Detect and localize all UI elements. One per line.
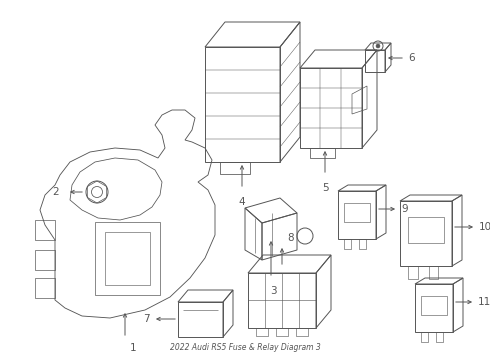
Bar	[408, 217, 444, 243]
Bar	[296, 328, 308, 336]
Text: 3: 3	[270, 286, 276, 296]
Bar	[421, 332, 428, 342]
Bar	[408, 266, 417, 279]
Bar	[429, 266, 439, 279]
Bar	[256, 328, 268, 336]
Text: 9: 9	[401, 204, 408, 214]
Text: 2022 Audi RS5 Fuse & Relay Diagram 3: 2022 Audi RS5 Fuse & Relay Diagram 3	[170, 343, 320, 352]
Bar	[310, 148, 335, 158]
Text: 4: 4	[239, 197, 245, 207]
Text: 6: 6	[408, 53, 415, 63]
Text: 7: 7	[144, 314, 150, 324]
Bar	[359, 239, 366, 249]
Text: 1: 1	[130, 343, 137, 353]
Text: 10: 10	[479, 222, 490, 232]
Bar	[436, 332, 443, 342]
Text: 5: 5	[322, 183, 328, 193]
Text: 2: 2	[52, 187, 59, 197]
Bar	[343, 203, 370, 222]
Bar	[421, 296, 447, 315]
Bar	[220, 162, 250, 174]
Bar	[344, 239, 351, 249]
Text: 11: 11	[478, 297, 490, 307]
Bar	[365, 50, 385, 72]
Text: 8: 8	[287, 233, 294, 243]
Bar	[276, 328, 288, 336]
Circle shape	[376, 44, 380, 48]
